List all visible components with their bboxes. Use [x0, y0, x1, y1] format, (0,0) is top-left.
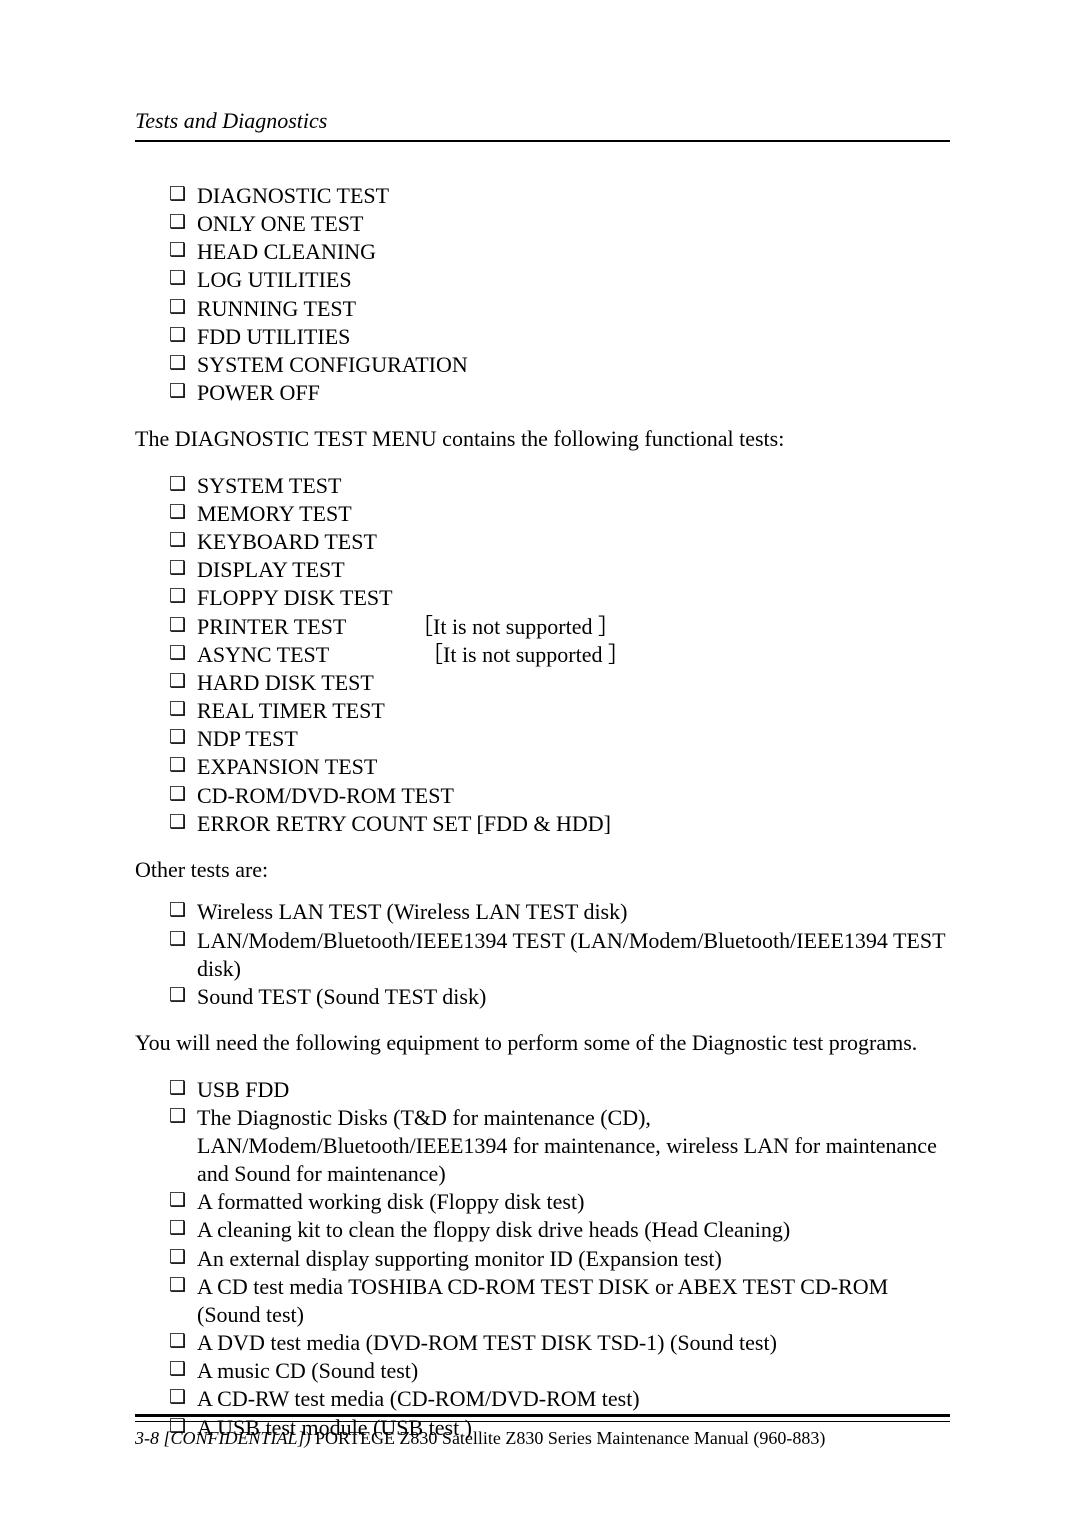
footer: 3-8 [CONFIDENTIAL]) PORTEGE Z830 Satelli… [135, 1414, 950, 1449]
list-item: MEMORY TEST [169, 500, 950, 528]
list-item-label: An external display supporting monitor I… [197, 1246, 722, 1271]
list-item-label: FLOPPY DISK TEST [197, 585, 393, 610]
other-tests-list: Wireless LAN TEST (Wireless LAN TEST dis… [169, 898, 950, 1011]
equipment-list: USB FDD The Diagnostic Disks (T&D for mai… [169, 1076, 950, 1442]
list-item-label: A CD-RW test media (CD-ROM/DVD-ROM test) [197, 1386, 640, 1411]
list-item-note: ［It is not supported ］ [411, 613, 620, 641]
list-item-label: ASYNC TEST [197, 641, 421, 669]
paragraph-equipment: You will need the following equipment to… [135, 1029, 950, 1058]
paragraph-diagnostic-menu: The DIAGNOSTIC TEST MENU contains the fo… [135, 425, 950, 454]
list-item: EXPANSION TEST [169, 753, 950, 781]
footer-text: 3-8 [CONFIDENTIAL]) PORTEGE Z830 Satelli… [135, 1428, 950, 1449]
list-item-label: EXPANSION TEST [197, 754, 377, 779]
footer-rest: PORTEGE Z830 Satellite Z830 Series Maint… [311, 1428, 826, 1448]
list-item-label: The Diagnostic Disks (T&D for maintenanc… [197, 1105, 937, 1186]
list-item-label: A music CD (Sound test) [197, 1358, 418, 1383]
list-item: POWER OFF [169, 379, 950, 407]
list-item: KEYBOARD TEST [169, 528, 950, 556]
list-item-label: SYSTEM TEST [197, 473, 341, 498]
list-item: USB FDD [169, 1076, 950, 1104]
list-item-label: KEYBOARD TEST [197, 529, 377, 554]
list-item-label: POWER OFF [197, 380, 320, 405]
list-item-label: LOG UTILITIES [197, 267, 352, 292]
list-item: ASYNC TEST［It is not supported ］ [169, 641, 950, 669]
list-item: SYSTEM TEST [169, 472, 950, 500]
list-item: Sound TEST (Sound TEST disk) [169, 983, 950, 1011]
list-item-label: A cleaning kit to clean the floppy disk … [197, 1217, 790, 1242]
paragraph-other-tests: Other tests are: [135, 856, 950, 885]
list-item: DISPLAY TEST [169, 556, 950, 584]
list-item: A DVD test media (DVD-ROM TEST DISK TSD-… [169, 1329, 950, 1357]
list-item-label: A formatted working disk (Floppy disk te… [197, 1189, 584, 1214]
list-item: LOG UTILITIES [169, 266, 950, 294]
list-item: RUNNING TEST [169, 295, 950, 323]
list-item: A formatted working disk (Floppy disk te… [169, 1188, 950, 1216]
list-item-label: MEMORY TEST [197, 501, 352, 526]
list-item: REAL TIMER TEST [169, 697, 950, 725]
list-item: ERROR RETRY COUNT SET [FDD & HDD] [169, 810, 950, 838]
list-item: CD-ROM/DVD-ROM TEST [169, 782, 950, 810]
list-item: The Diagnostic Disks (T&D for maintenanc… [169, 1104, 950, 1188]
list-item: LAN/Modem/Bluetooth/IEEE1394 TEST (LAN/M… [169, 927, 950, 983]
list-item-label: LAN/Modem/Bluetooth/IEEE1394 TEST (LAN/M… [197, 928, 945, 981]
list-item-label: PRINTER TEST [197, 613, 411, 641]
list-item-label: HEAD CLEANING [197, 239, 376, 264]
main-menu-list: DIAGNOSTIC TEST ONLY ONE TEST HEAD CLEANIN… [169, 182, 950, 407]
list-item: FDD UTILITIES [169, 323, 950, 351]
list-item: A CD-RW test media (CD-ROM/DVD-ROM test) [169, 1385, 950, 1413]
header-rule [135, 140, 950, 142]
list-item-label: SYSTEM CONFIGURATION [197, 352, 468, 377]
list-item: ONLY ONE TEST [169, 210, 950, 238]
footer-rule-thin [135, 1421, 950, 1422]
diagnostic-test-list: SYSTEM TEST MEMORY TEST KEYBOARD TEST DISPL… [169, 472, 950, 838]
list-item: A CD test media TOSHIBA CD-ROM TEST DISK… [169, 1273, 950, 1329]
list-item-label: ONLY ONE TEST [197, 211, 363, 236]
footer-pageno: 3-8 [CONFIDENTIAL]) [135, 1428, 311, 1448]
list-item-label: Wireless LAN TEST (Wireless LAN TEST dis… [197, 899, 627, 924]
list-item: A cleaning kit to clean the floppy disk … [169, 1216, 950, 1244]
list-item-label: FDD UTILITIES [197, 324, 350, 349]
list-item: A music CD (Sound test) [169, 1357, 950, 1385]
list-item: HARD DISK TEST [169, 669, 950, 697]
list-item-label: REAL TIMER TEST [197, 698, 385, 723]
list-item: PRINTER TEST［It is not supported ］ [169, 613, 950, 641]
list-item: Wireless LAN TEST (Wireless LAN TEST dis… [169, 898, 950, 926]
list-item: DIAGNOSTIC TEST [169, 182, 950, 210]
list-item-label: Sound TEST (Sound TEST disk) [197, 984, 486, 1009]
header-title: Tests and Diagnostics [135, 108, 950, 134]
list-item: An external display supporting monitor I… [169, 1245, 950, 1273]
list-item-label: CD-ROM/DVD-ROM TEST [197, 783, 454, 808]
list-item-label: USB FDD [197, 1077, 289, 1102]
list-item-label: DIAGNOSTIC TEST [197, 183, 389, 208]
footer-rule-thick [135, 1414, 950, 1417]
list-item: FLOPPY DISK TEST [169, 584, 950, 612]
list-item-label: HARD DISK TEST [197, 670, 374, 695]
list-item-label: RUNNING TEST [197, 296, 356, 321]
list-item-label: NDP TEST [197, 726, 298, 751]
list-item-label: A CD test media TOSHIBA CD-ROM TEST DISK… [197, 1274, 888, 1327]
list-item: NDP TEST [169, 725, 950, 753]
list-item-label: ERROR RETRY COUNT SET [FDD & HDD] [197, 811, 611, 836]
list-item-note: ［It is not supported ］ [421, 641, 630, 669]
page: Tests and Diagnostics DIAGNOSTIC TEST ONL… [0, 0, 1080, 1527]
list-item: SYSTEM CONFIGURATION [169, 351, 950, 379]
list-item: HEAD CLEANING [169, 238, 950, 266]
list-item-label: A DVD test media (DVD-ROM TEST DISK TSD-… [197, 1330, 777, 1355]
list-item-label: DISPLAY TEST [197, 557, 345, 582]
